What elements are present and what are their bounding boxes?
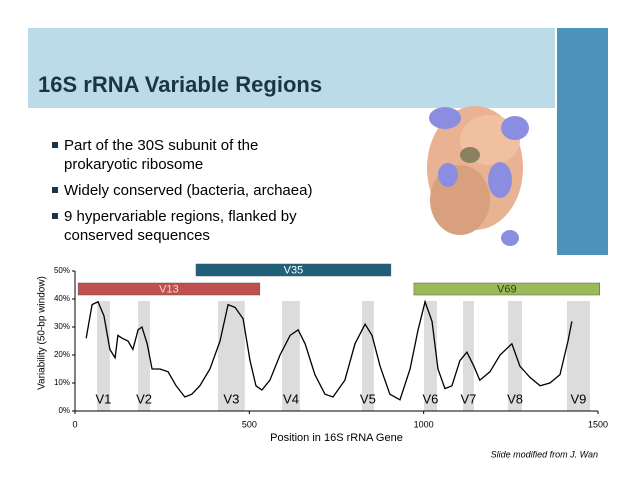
region-label: V5: [360, 391, 376, 406]
variable-region: [282, 301, 300, 411]
region-label: V2: [136, 391, 152, 406]
y-tick-label: 40%: [54, 294, 70, 303]
x-tick-label: 1000: [414, 419, 434, 429]
bullet-list: Part of the 30S subunit of the prokaryoti…: [52, 137, 312, 244]
region-label: V9: [571, 391, 587, 406]
bullet-marker: [52, 142, 58, 148]
variable-region: [217, 301, 245, 411]
title-band: [28, 28, 555, 108]
amplicon-bar: [77, 282, 261, 296]
y-tick-label: 30%: [54, 322, 70, 331]
amplicon-bar: [195, 263, 392, 277]
y-tick-label: 20%: [54, 350, 70, 359]
variable-region: [138, 301, 150, 411]
variable-region: [566, 301, 590, 411]
variable-region: [424, 301, 437, 411]
y-tick-label: 0%: [58, 406, 70, 415]
y-tick-label: 10%: [54, 378, 70, 387]
bullet-marker: [52, 187, 58, 193]
y-tick-label: 50%: [54, 266, 70, 275]
region-label: V6: [423, 391, 439, 406]
variable-region: [361, 301, 374, 411]
credit: Slide modified from J. Wan: [491, 449, 598, 459]
side-band: [557, 28, 608, 255]
ribosome-image: [427, 106, 529, 246]
region-label: V1: [95, 391, 111, 406]
amplicon-label: V69: [497, 283, 517, 295]
bullet-marker: [52, 213, 58, 219]
variability-line: [85, 299, 573, 401]
amplicon-label: V35: [284, 264, 304, 276]
region-label: V3: [223, 391, 239, 406]
bullet-text: 9 hypervariable regions, flanked by conse…: [64, 208, 297, 244]
amplicon-bar: [413, 282, 600, 296]
region-label: V4: [283, 391, 299, 406]
x-axis-label: Position in 16S rRNA Gene: [270, 432, 403, 444]
region-label: V8: [507, 391, 523, 406]
x-tick-label: 0: [72, 419, 77, 429]
title: 16S rRNA Variable Regions: [38, 72, 322, 97]
variable-region: [508, 301, 522, 411]
region-label: V7: [461, 391, 477, 406]
x-tick-label: 1500: [588, 419, 608, 429]
amplicon-label: V13: [159, 283, 179, 295]
x-tick-label: 500: [242, 419, 257, 429]
bullet-text: Part of the 30S subunit of the prokaryoti…: [64, 137, 258, 173]
chart: 0% 10% 20% 30% 40% 50% 0 500 1000 1500 Position in…: [37, 263, 608, 444]
y-axis-label: Variability (50-bp window): [37, 276, 48, 390]
bullet-text: Widely conserved (bacteria, archaea): [64, 182, 312, 199]
